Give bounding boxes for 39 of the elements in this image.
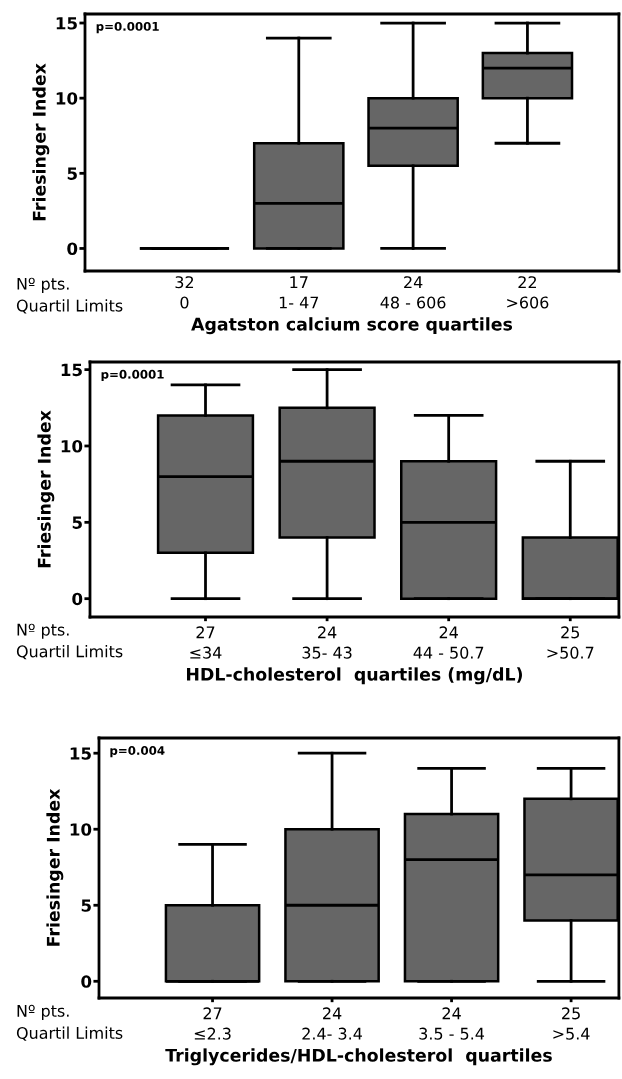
annotation: p=0.004 (110, 746, 165, 758)
annotation: p=0.0001 (101, 369, 164, 382)
y-tick-label: 0 (67, 242, 78, 256)
y-tick-label: 5 (67, 167, 77, 180)
x-tick-label: 25 >5.4 (553, 1007, 590, 1040)
text: Quartil Limits (16, 299, 123, 314)
y-tick-label: 10 (56, 92, 78, 105)
x-axis-title: HDL-cholesterol quartiles (mg/dL) (187, 667, 522, 685)
x-axis-title: Triglycerides/HDL-cholesterol quartiles (165, 1048, 552, 1066)
x-axis-title: Agatston calcium score quartiles (191, 317, 513, 335)
y-tick-label: 15 (70, 747, 91, 760)
y-tick-label: 15 (61, 363, 82, 377)
x-tick-label: 24 2.4- 3.4 (302, 1007, 362, 1040)
x-tick-label: 25 >50.7 (547, 626, 594, 659)
y-axis-title: Friesinger Index (32, 63, 50, 221)
y-tick-label: 5 (72, 516, 82, 529)
text: Quartil Limits (16, 1026, 123, 1041)
text: Nº pts. (17, 277, 69, 293)
x-tick-label: 17 1- 47 (279, 276, 319, 309)
text: Quartil Limits (16, 645, 123, 660)
x-tick-label: 24 35- 43 (302, 626, 352, 659)
x-tick-label: 22 >606 (507, 276, 549, 309)
x-tick-label: 24 44 - 50.7 (413, 626, 484, 659)
y-tick-label: 10 (70, 823, 92, 836)
annotation: p=0.0001 (96, 21, 159, 34)
y-tick-label: 15 (56, 17, 77, 30)
x-tick-label: 32 0 (175, 276, 194, 309)
y-tick-label: 0 (81, 975, 92, 988)
x-tick-label: 27 ≤34 (190, 626, 222, 659)
text: Nº pts. (17, 623, 69, 639)
y-tick-label: 0 (72, 592, 83, 606)
x-tick-label: 27 ≤2.3 (194, 1007, 231, 1040)
y-tick-label: 10 (61, 439, 83, 453)
x-tick-label: 24 3.5 - 5.4 (419, 1007, 485, 1040)
y-tick-label: 5 (81, 899, 91, 912)
x-tick-label: 24 48 - 606 (380, 276, 446, 309)
y-axis-title: Friesinger Index (46, 788, 64, 946)
text: Nº pts. (17, 1004, 69, 1020)
y-axis-title: Friesinger Index (37, 410, 55, 568)
